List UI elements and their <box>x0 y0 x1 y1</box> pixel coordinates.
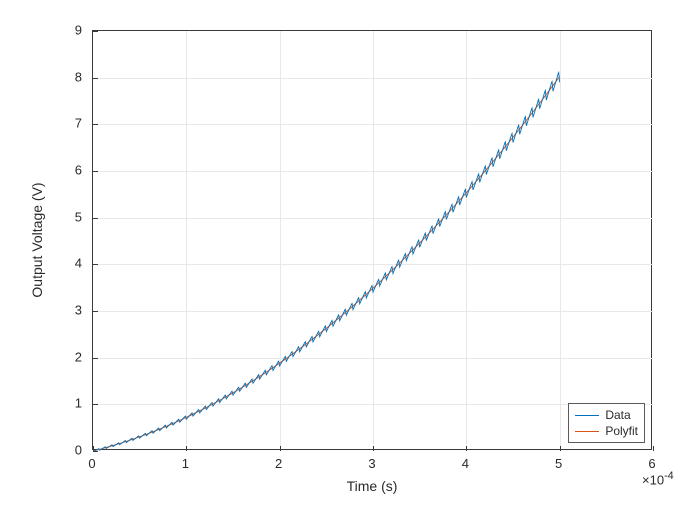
y-tick-label: 9 <box>75 23 82 38</box>
plot-svg <box>93 31 653 451</box>
legend: Data Polyfit <box>568 403 645 443</box>
x-tick-label: 1 <box>182 456 189 471</box>
y-tick-label: 5 <box>75 209 82 224</box>
y-tick-label: 6 <box>75 163 82 178</box>
legend-row: Polyfit <box>575 423 638 439</box>
x-tick-label: 0 <box>88 456 95 471</box>
x-tick-label: 6 <box>648 456 655 471</box>
series-data <box>93 73 560 451</box>
y-tick <box>93 451 98 452</box>
x-tick-label: 3 <box>368 456 375 471</box>
y-tick-label: 8 <box>75 69 82 84</box>
legend-label: Polyfit <box>605 424 638 438</box>
y-tick-label: 1 <box>75 396 82 411</box>
y-tick-label: 0 <box>75 443 82 458</box>
x-axis-exponent: ×10-4 <box>642 470 674 487</box>
legend-swatch <box>575 431 599 432</box>
x-tick-label: 4 <box>462 456 469 471</box>
x-exponent-sup: -4 <box>664 470 674 482</box>
y-axis-label: Output Voltage (V) <box>29 182 45 297</box>
figure-window: Data Polyfit 0 1 2 3 4 5 6 0 1 2 3 4 5 6 7 8 9 Time (s) Out… <box>0 0 700 525</box>
series-polyfit <box>93 77 560 452</box>
y-tick-label: 2 <box>75 349 82 364</box>
x-tick-label: 5 <box>555 456 562 471</box>
legend-label: Data <box>605 408 630 422</box>
legend-row: Data <box>575 407 638 423</box>
x-axis-label: Time (s) <box>347 478 398 494</box>
y-tick-label: 4 <box>75 256 82 271</box>
x-tick-label: 2 <box>275 456 282 471</box>
plot-axes: Data Polyfit <box>92 30 652 450</box>
legend-swatch <box>575 415 599 416</box>
y-tick-label: 7 <box>75 116 82 131</box>
y-tick-label: 3 <box>75 303 82 318</box>
x-exponent-base: ×10 <box>642 472 664 487</box>
x-tick <box>653 446 654 451</box>
